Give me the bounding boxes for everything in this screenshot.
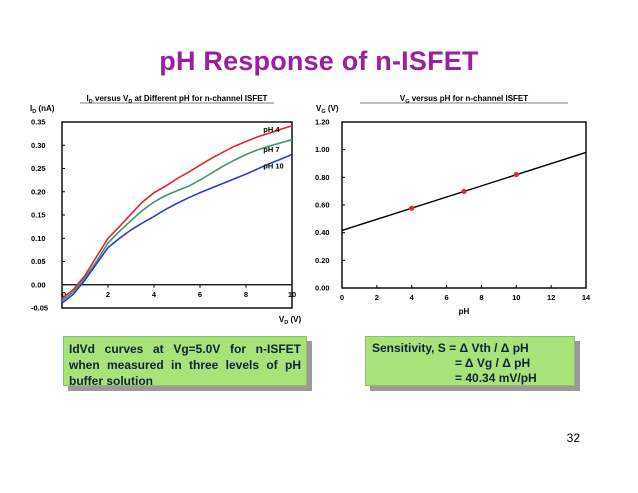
idvd-chart-title: ID versus VD at Different pH for n-chann… bbox=[87, 94, 268, 105]
idvd-y-tick-label: -0.05 bbox=[31, 304, 48, 313]
idvd-y-tick-label: 0.05 bbox=[31, 257, 46, 266]
vgph-y-axis-label: VG (V) bbox=[316, 104, 339, 115]
vgph-x-tick-label: 2 bbox=[375, 293, 379, 302]
idvd-series-line bbox=[61, 138, 293, 302]
vgph-x-tick-label: 14 bbox=[582, 293, 591, 302]
idvd-y-tick-label: 0.25 bbox=[31, 164, 46, 173]
vgph-x-tick-label: 10 bbox=[512, 293, 520, 302]
sensitivity-line-3: = 40.34 mV/pH bbox=[455, 371, 537, 385]
idvd-x-tick-label: 8 bbox=[244, 290, 248, 299]
vgph-y-tick-label: 1.20 bbox=[315, 118, 330, 127]
vgph-y-tick-label: 0.60 bbox=[315, 201, 330, 210]
vgph-y-tick-label: 0.80 bbox=[315, 173, 330, 182]
sensitivity-line-1: Sensitivity, S = Δ Vth / Δ pH bbox=[372, 341, 529, 355]
idvd-x-axis-label: VD (V) bbox=[279, 315, 302, 324]
idvd-caption-text: IdVd curves at Vg=5.0V for n-ISFET when … bbox=[69, 342, 301, 388]
idvd-series-line bbox=[61, 153, 293, 304]
vgph-x-tick-label: 6 bbox=[444, 293, 448, 302]
idvd-series-label: pH 4 bbox=[263, 125, 280, 134]
vgph-data-point bbox=[409, 205, 415, 211]
idvd-series-line bbox=[61, 124, 293, 300]
idvd-y-tick-label: 0.00 bbox=[31, 280, 46, 289]
idvd-x-tick-label: 6 bbox=[198, 290, 202, 299]
idvd-y-tick-label: 0.10 bbox=[31, 234, 46, 243]
vgph-data-point bbox=[461, 188, 467, 195]
vgph-x-tick-label: 4 bbox=[410, 293, 415, 302]
id-vd-chart: ID versus VD at Different pH for n-chann… bbox=[30, 94, 302, 324]
vgph-data-point bbox=[513, 171, 519, 178]
vgph-x-tick-label: 8 bbox=[479, 293, 483, 302]
idvd-y-axis-label: ID (nA) bbox=[30, 104, 55, 115]
idvd-y-tick-label: 0.20 bbox=[31, 187, 46, 196]
vg-ph-chart: VG versus pH for n-channel ISFET VG (V) pH… bbox=[315, 94, 591, 316]
idvd-x-tick-label: 2 bbox=[106, 290, 110, 299]
idvd-y-tick-label: 0.15 bbox=[31, 211, 46, 220]
vgph-y-tick-label: 0.40 bbox=[315, 228, 330, 237]
idvd-x-tick-label: 4 bbox=[152, 290, 157, 299]
vgph-y-tick-label: 0.20 bbox=[315, 256, 330, 265]
idvd-y-tick-label: 0.30 bbox=[31, 141, 46, 150]
idvd-series-label: pH 7 bbox=[263, 145, 279, 154]
vgph-x-tick-label: 12 bbox=[547, 293, 555, 302]
vgph-plot-frame bbox=[341, 121, 587, 289]
vgph-chart-title: VG versus pH for n-channel ISFET bbox=[400, 94, 528, 105]
vgph-y-tick-label: 0.00 bbox=[315, 284, 330, 293]
vgph-y-tick-label: 1.00 bbox=[315, 145, 330, 154]
idvd-y-tick-label: 0.35 bbox=[31, 118, 46, 127]
idvd-x-tick-label: 0 bbox=[62, 290, 66, 299]
idvd-x-tick-label: 10 bbox=[288, 290, 296, 299]
page-number: 32 bbox=[566, 431, 580, 445]
idvd-series-label: pH 10 bbox=[263, 162, 283, 171]
slide-title: pH Response of n-ISFET bbox=[159, 46, 479, 76]
sensitivity-caption-box: Sensitivity, S = Δ Vth / Δ pH = Δ Vg / Δ… bbox=[365, 336, 575, 386]
vgph-x-axis-label: pH bbox=[459, 307, 470, 316]
idvd-caption-box: IdVd curves at Vg=5.0V for n-ISFET when … bbox=[63, 336, 307, 388]
sensitivity-line-2: = Δ Vg / Δ pH bbox=[455, 356, 531, 370]
vgph-x-tick-label: 0 bbox=[340, 293, 344, 302]
